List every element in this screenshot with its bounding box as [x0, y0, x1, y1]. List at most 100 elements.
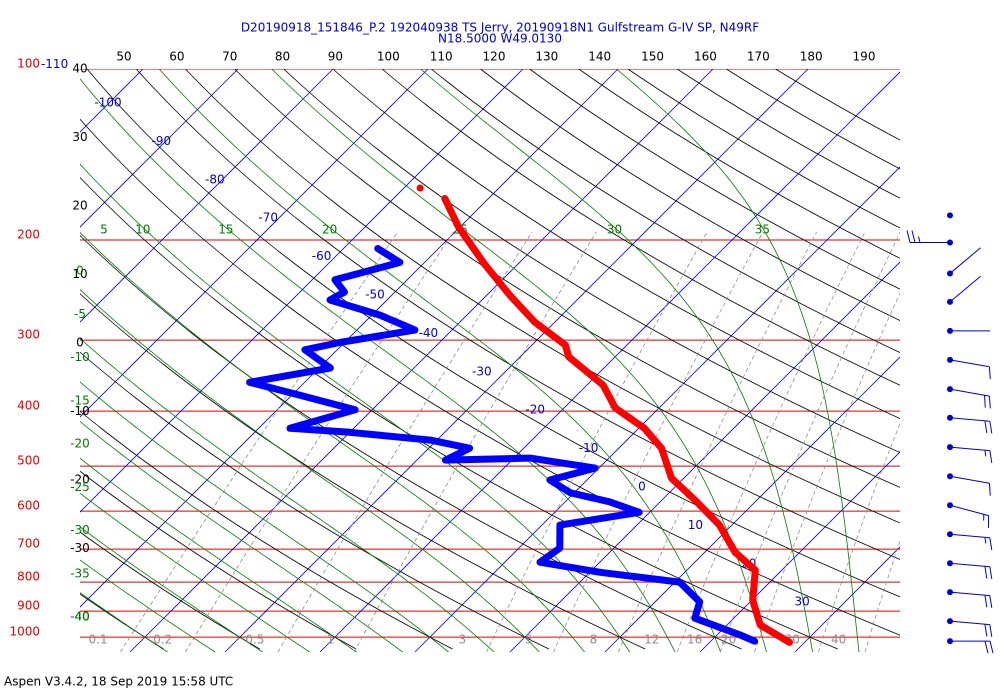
dry-adiabat-left-label: 30 — [72, 130, 87, 144]
mixing-ratio-line — [184, 231, 454, 652]
chart-subtitle: N18.5000 W49.0130 — [438, 32, 562, 46]
dry-adiabat-top-label: 110 — [430, 50, 453, 64]
dry-adiabat — [676, 69, 900, 199]
wind-barb — [949, 247, 981, 274]
dry-adiabat — [80, 176, 838, 650]
barb-staff — [949, 591, 993, 608]
moist-adiabat — [80, 420, 404, 652]
mixing-ratio-line — [618, 231, 817, 652]
pressure-label: 900 — [17, 599, 40, 613]
moist-adiabat — [80, 559, 216, 652]
mixing-ratio-label: 0.1 — [89, 633, 108, 647]
isotherm — [699, 451, 900, 652]
isotherm — [794, 546, 900, 652]
moist-adiabat-top-label: 5 — [100, 223, 108, 237]
wind-barb — [949, 359, 991, 380]
pressure-label: 100 — [17, 57, 40, 71]
moist-adiabat — [158, 69, 722, 652]
isotherm-label: -80 — [205, 172, 225, 186]
dry-adiabat-top-label: 150 — [641, 50, 664, 64]
moist-adiabat — [616, 69, 860, 652]
dry-adiabat-top-label: 70 — [222, 50, 237, 64]
dry-adiabat — [86, 69, 900, 598]
moist-adiabat-top-label: 20 — [322, 223, 337, 237]
barb-staff — [949, 359, 991, 380]
mixing-ratio-label: 1 — [327, 633, 335, 647]
pressure-label: 200 — [17, 228, 40, 242]
mixing-ratio-line — [864, 539, 900, 652]
dry-adiabat-top-label: 60 — [169, 50, 184, 64]
isotherm-label: -30 — [472, 364, 492, 378]
barb-staff — [949, 388, 991, 409]
barb-staff — [949, 562, 993, 579]
mixing-ratio-line — [754, 292, 900, 652]
dry-adiabat — [726, 69, 900, 170]
dry-adiabat-left-label: 0 — [76, 336, 84, 350]
mixing-ratio-line — [486, 231, 708, 652]
pressure-label: 400 — [17, 399, 40, 413]
moist-adiabat-left-label: -20 — [70, 437, 90, 451]
isotherm-label: -90 — [152, 134, 172, 148]
dry-adiabat — [529, 69, 900, 290]
wind-barb — [949, 475, 991, 496]
isotherm — [80, 69, 429, 418]
dry-adiabat-top-label: 170 — [747, 50, 770, 64]
dry-adiabat — [480, 69, 900, 322]
mixing-ratio-line — [818, 422, 900, 652]
barb-base — [947, 212, 953, 219]
isotherm-label: -60 — [312, 249, 332, 263]
dry-adiabat-top-label: 80 — [275, 50, 290, 64]
moist-adiabat-left-label: -25 — [70, 480, 90, 494]
isotherm-label: -20 — [525, 403, 545, 417]
pressure-label: 600 — [17, 499, 40, 513]
isotherm-label: -100 — [94, 96, 121, 110]
dry-adiabat — [80, 118, 900, 636]
pressure-label: 300 — [17, 328, 40, 342]
dry-adiabat-left-label: -30 — [70, 541, 90, 555]
dry-adiabat-top-label: 190 — [853, 50, 876, 64]
wind-barb — [949, 417, 993, 434]
footer: Aspen V3.4.2, 18 Sep 2019 15:58 UTC — [4, 675, 233, 689]
moist-adiabat-left-label: -10 — [70, 350, 90, 364]
dry-adiabat — [332, 69, 900, 419]
isotherm — [80, 69, 619, 608]
pressure-label: 1000 — [9, 625, 40, 639]
dry-adiabat — [381, 69, 900, 386]
axis-labels: 1002003004005006007008009001000-110-100-… — [9, 50, 875, 647]
wind-barb — [949, 533, 993, 551]
isotherm — [80, 69, 239, 228]
pressure-label: 700 — [17, 537, 40, 551]
dry-adiabat — [234, 69, 900, 488]
wind-barb — [949, 591, 993, 608]
isotherm — [509, 261, 900, 652]
wind-barbs — [906, 212, 994, 654]
wind-barb — [949, 640, 994, 654]
dry-adiabat-top-label: 100 — [377, 50, 400, 64]
isotherm — [319, 71, 900, 652]
moist-adiabat — [80, 592, 169, 652]
isotherm — [80, 69, 334, 323]
dry-adiabat — [431, 69, 900, 354]
dry-adiabat-left-label: 20 — [72, 199, 87, 213]
wind-barb — [949, 562, 993, 579]
dry-adiabat-left-label: -20 — [70, 473, 90, 487]
dry-adiabat-left-label: -10 — [70, 404, 90, 418]
isotherm-label: -110 — [41, 57, 68, 71]
wind-barb — [949, 620, 993, 637]
isotherm — [604, 356, 900, 652]
barb-staff — [906, 230, 951, 243]
mixing-ratio-label: 0.2 — [153, 633, 172, 647]
mixing-ratio-line — [277, 231, 533, 652]
isotherm-label: -40 — [419, 326, 439, 340]
mixing-ratio-label: 12 — [644, 633, 659, 647]
moist-adiabat — [80, 526, 264, 652]
profile-line — [416, 184, 793, 646]
dry-adiabat-top-label: 50 — [116, 50, 131, 64]
dry-adiabat — [136, 69, 900, 560]
dry-adiabat — [80, 293, 646, 650]
dry-adiabat — [627, 69, 900, 229]
wind-barb — [949, 504, 990, 529]
barb-staff — [949, 446, 993, 463]
isotherm-label: 10 — [688, 518, 703, 532]
